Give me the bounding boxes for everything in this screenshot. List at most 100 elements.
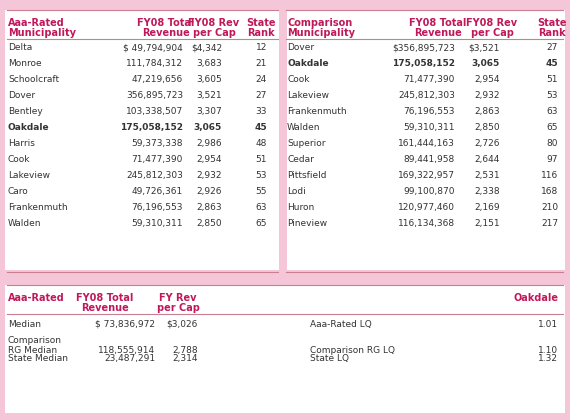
Text: State: State xyxy=(538,18,567,28)
Text: Walden: Walden xyxy=(8,219,42,228)
Text: Pittsfield: Pittsfield xyxy=(287,171,327,180)
Text: 3,605: 3,605 xyxy=(196,75,222,84)
Bar xyxy=(5,270,565,284)
Text: Aaa-Rated: Aaa-Rated xyxy=(8,18,65,28)
Text: 89,441,958: 89,441,958 xyxy=(404,155,455,164)
Text: Lodi: Lodi xyxy=(287,187,306,196)
Text: 71,477,390: 71,477,390 xyxy=(404,75,455,84)
Text: 59,310,311: 59,310,311 xyxy=(132,219,183,228)
Text: 45: 45 xyxy=(254,123,267,132)
Text: Median: Median xyxy=(8,320,41,329)
Text: State: State xyxy=(246,18,276,28)
Text: 3,065: 3,065 xyxy=(194,123,222,132)
Text: Pineview: Pineview xyxy=(287,219,327,228)
Text: $ 49,794,904: $ 49,794,904 xyxy=(123,43,183,52)
Text: Frankenmuth: Frankenmuth xyxy=(8,203,68,212)
Bar xyxy=(5,285,565,413)
Text: 97: 97 xyxy=(547,155,558,164)
Text: State LQ: State LQ xyxy=(310,354,349,363)
Text: per Cap: per Cap xyxy=(471,28,514,38)
Text: 21: 21 xyxy=(255,59,267,68)
Text: 76,196,553: 76,196,553 xyxy=(132,203,183,212)
Text: Lakeview: Lakeview xyxy=(8,171,50,180)
Text: 116: 116 xyxy=(541,171,558,180)
Text: 65: 65 xyxy=(255,219,267,228)
Text: 53: 53 xyxy=(255,171,267,180)
Text: 1.01: 1.01 xyxy=(538,320,558,329)
Text: 71,477,390: 71,477,390 xyxy=(132,155,183,164)
Text: 12: 12 xyxy=(255,43,267,52)
Text: FY08 Total: FY08 Total xyxy=(76,293,134,303)
Text: Caro: Caro xyxy=(8,187,29,196)
Text: Walden: Walden xyxy=(287,123,320,132)
Text: Municipality: Municipality xyxy=(287,28,355,38)
Text: 51: 51 xyxy=(547,75,558,84)
Text: 48: 48 xyxy=(255,139,267,148)
Text: 245,812,303: 245,812,303 xyxy=(398,91,455,100)
Text: Municipality: Municipality xyxy=(8,28,76,38)
Text: RG Median: RG Median xyxy=(8,346,57,355)
Text: per Cap: per Cap xyxy=(193,28,235,38)
Text: 118,555,914: 118,555,914 xyxy=(98,346,155,355)
Text: 2,986: 2,986 xyxy=(197,139,222,148)
Text: per Cap: per Cap xyxy=(157,303,199,313)
Bar xyxy=(279,10,287,272)
Text: FY08 Total: FY08 Total xyxy=(137,18,195,28)
Text: 55: 55 xyxy=(255,187,267,196)
Text: Cedar: Cedar xyxy=(287,155,314,164)
Text: Schoolcraft: Schoolcraft xyxy=(8,75,59,84)
Text: 65: 65 xyxy=(547,123,558,132)
Text: FY Rev: FY Rev xyxy=(159,293,197,303)
Text: Rank: Rank xyxy=(538,28,566,38)
Text: Frankenmuth: Frankenmuth xyxy=(287,107,347,116)
Text: Revenue: Revenue xyxy=(414,28,462,38)
Text: 161,444,163: 161,444,163 xyxy=(398,139,455,148)
Text: Comparison: Comparison xyxy=(287,18,352,28)
Text: Oakdale: Oakdale xyxy=(287,59,329,68)
Text: 59,373,338: 59,373,338 xyxy=(132,139,183,148)
Bar xyxy=(5,10,565,272)
Text: 80: 80 xyxy=(547,139,558,148)
Text: 2,954: 2,954 xyxy=(474,75,500,84)
Text: 2,850: 2,850 xyxy=(197,219,222,228)
Text: $3,026: $3,026 xyxy=(166,320,198,329)
Text: 33: 33 xyxy=(255,107,267,116)
Text: Revenue: Revenue xyxy=(81,303,129,313)
Text: 49,726,361: 49,726,361 xyxy=(132,187,183,196)
Text: Harris: Harris xyxy=(8,139,35,148)
Text: Bentley: Bentley xyxy=(8,107,43,116)
Text: 2,338: 2,338 xyxy=(474,187,500,196)
Text: 2,788: 2,788 xyxy=(172,346,198,355)
Text: 2,726: 2,726 xyxy=(474,139,500,148)
Text: 3,683: 3,683 xyxy=(196,59,222,68)
Text: 217: 217 xyxy=(541,219,558,228)
Text: 175,058,152: 175,058,152 xyxy=(120,123,183,132)
Text: Dover: Dover xyxy=(287,43,314,52)
Text: 23,487,291: 23,487,291 xyxy=(104,354,155,363)
Text: 76,196,553: 76,196,553 xyxy=(404,107,455,116)
Text: 356,895,723: 356,895,723 xyxy=(126,91,183,100)
Text: 59,310,311: 59,310,311 xyxy=(404,123,455,132)
Text: Dover: Dover xyxy=(8,91,35,100)
Text: Cook: Cook xyxy=(287,75,310,84)
Text: $356,895,723: $356,895,723 xyxy=(392,43,455,52)
Text: 1.10: 1.10 xyxy=(538,346,558,355)
Text: 2,932: 2,932 xyxy=(474,91,500,100)
Text: Revenue: Revenue xyxy=(142,28,190,38)
Text: Aaa-Rated: Aaa-Rated xyxy=(8,293,65,303)
Text: 210: 210 xyxy=(541,203,558,212)
Text: Aaa-Rated LQ: Aaa-Rated LQ xyxy=(310,320,372,329)
Text: Monroe: Monroe xyxy=(8,59,42,68)
Text: Comparison: Comparison xyxy=(8,336,62,345)
Text: 2,531: 2,531 xyxy=(474,171,500,180)
Text: 116,134,368: 116,134,368 xyxy=(398,219,455,228)
Text: FY08 Rev: FY08 Rev xyxy=(189,18,239,28)
Text: Huron: Huron xyxy=(287,203,314,212)
Text: 53: 53 xyxy=(547,91,558,100)
Text: 24: 24 xyxy=(256,75,267,84)
Text: Rank: Rank xyxy=(247,28,275,38)
Text: 99,100,870: 99,100,870 xyxy=(404,187,455,196)
Text: 1.32: 1.32 xyxy=(538,354,558,363)
Text: 3,065: 3,065 xyxy=(472,59,500,68)
Text: 2,932: 2,932 xyxy=(197,171,222,180)
